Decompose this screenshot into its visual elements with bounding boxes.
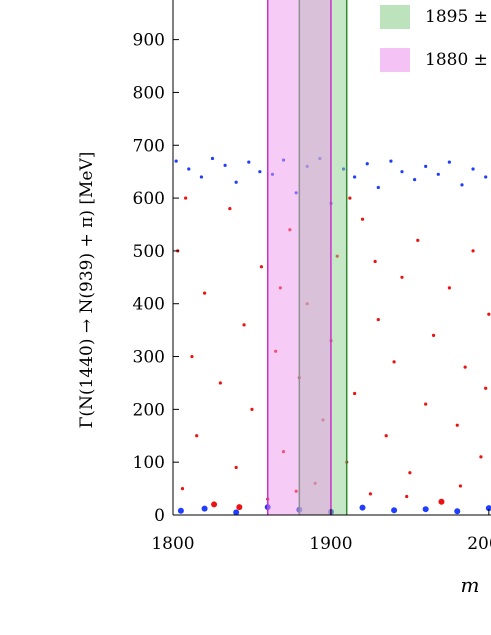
point [177, 507, 184, 514]
point [360, 217, 365, 221]
legend-swatch [380, 5, 410, 29]
point [455, 423, 459, 427]
point [353, 391, 357, 396]
point [391, 507, 398, 514]
point [202, 291, 207, 295]
point [389, 159, 393, 163]
y-tick-label: 600 [133, 189, 165, 209]
y-tick-label: 400 [133, 295, 165, 315]
point [484, 175, 488, 179]
point [247, 160, 251, 164]
point [438, 498, 445, 505]
point [250, 407, 254, 411]
point [187, 167, 191, 171]
point [174, 159, 178, 163]
point [460, 183, 464, 187]
y-axis-label: Γ(N(1440) → N(939) + π) [MeV] [77, 152, 97, 429]
point [365, 162, 369, 166]
point [479, 455, 483, 459]
point [422, 506, 429, 513]
point [190, 354, 194, 359]
point [447, 160, 451, 164]
point [485, 505, 491, 512]
point [236, 504, 243, 511]
point [447, 286, 451, 290]
point [218, 381, 222, 385]
point [353, 175, 357, 179]
legend-label: 1895 ± [425, 7, 488, 27]
y-tick-label: 100 [133, 453, 165, 473]
x-tick-label: 1900 [309, 534, 352, 554]
y-tick-label: 300 [133, 348, 165, 368]
point [184, 196, 188, 200]
y-tick-label: 700 [133, 136, 165, 156]
point [416, 238, 420, 242]
point [201, 505, 208, 512]
point [405, 494, 409, 499]
x-tick-label: 2000 [467, 534, 491, 554]
band [267, 0, 331, 515]
x-axis-label: m [461, 573, 480, 597]
point [436, 172, 440, 176]
y-tick-label: 800 [133, 83, 165, 103]
point [424, 402, 428, 406]
point [348, 196, 352, 200]
point [471, 167, 475, 171]
point [431, 333, 436, 338]
point [487, 312, 491, 316]
point [373, 259, 377, 264]
y-tick-label: 900 [133, 31, 165, 51]
point [228, 207, 232, 211]
y-tick-label: 200 [133, 400, 165, 420]
point [234, 180, 238, 184]
point [463, 365, 467, 369]
point [392, 360, 396, 364]
point [376, 317, 380, 322]
y-tick-label: 500 [133, 242, 165, 262]
point [210, 156, 215, 161]
point [424, 164, 428, 168]
point [400, 170, 404, 174]
y-tick-label: 0 [154, 506, 165, 526]
point [233, 509, 240, 516]
legend-label: 1880 ± [425, 50, 488, 70]
point [376, 185, 380, 190]
point [471, 249, 475, 253]
point [458, 484, 463, 488]
legend-swatch [380, 48, 410, 72]
point [259, 265, 264, 269]
x-tick-label: 1800 [151, 534, 194, 554]
point [211, 501, 218, 508]
point [223, 163, 227, 167]
point [359, 504, 366, 511]
point [258, 170, 262, 174]
point [408, 471, 412, 475]
point [195, 434, 199, 438]
point [484, 386, 488, 390]
point [234, 465, 238, 470]
point [180, 486, 185, 491]
point [400, 275, 404, 279]
point [242, 323, 246, 327]
point [454, 508, 461, 515]
point [384, 434, 388, 438]
point [413, 177, 417, 182]
point [199, 175, 204, 179]
point [368, 492, 373, 496]
